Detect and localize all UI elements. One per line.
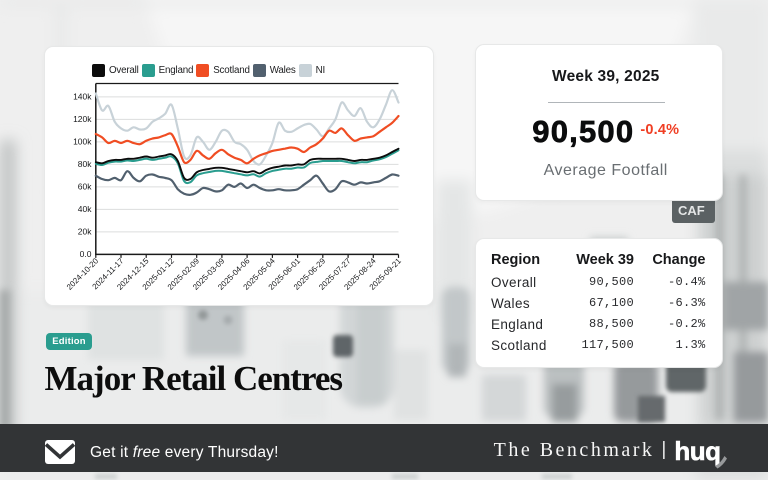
svg-text:60k: 60k <box>77 181 91 191</box>
svg-text:100k: 100k <box>73 136 92 146</box>
svg-text:140k: 140k <box>73 91 92 101</box>
svg-text:0.0: 0.0 <box>79 249 91 259</box>
svg-text:20k: 20k <box>77 226 91 236</box>
svg-text:80k: 80k <box>77 159 91 169</box>
svg-text:CAF: CAF <box>678 203 705 218</box>
svg-text:120k: 120k <box>73 114 92 124</box>
svg-text:40k: 40k <box>77 204 91 214</box>
